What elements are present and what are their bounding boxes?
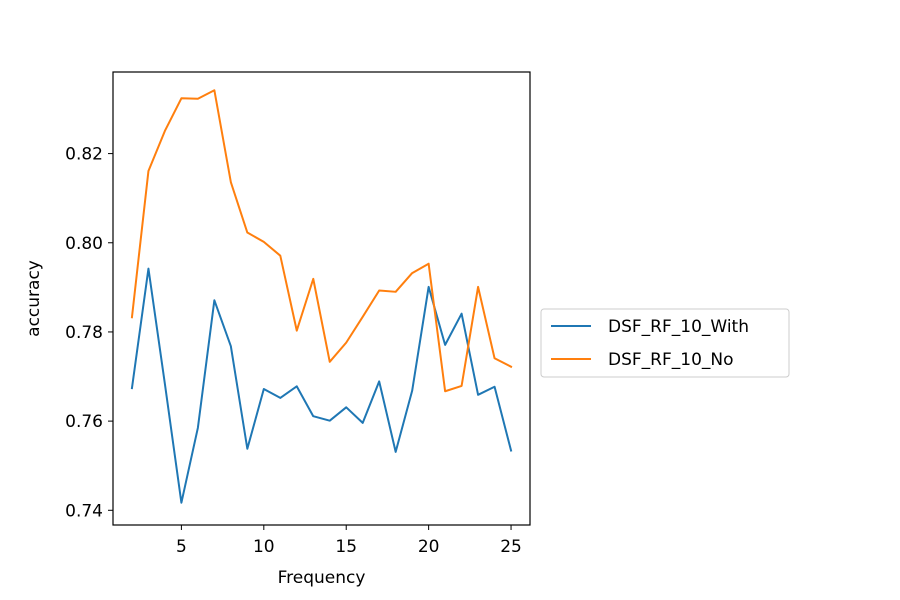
y-axis: 0.74 0.76 0.78 0.80 0.82 [65, 145, 113, 521]
legend-box [540, 308, 790, 378]
y-tick-label: 0.80 [65, 234, 103, 254]
plot-frame [112, 71, 531, 526]
series-line-2 [130, 89, 513, 393]
x-axis: 5 10 15 20 25 [176, 525, 522, 557]
y-tick-label: 0.82 [65, 145, 103, 165]
x-tick-label: 10 [253, 537, 275, 557]
series-line-1 [130, 267, 513, 504]
y-axis-title: accuracy [24, 260, 44, 337]
y-tick-label: 0.74 [65, 501, 103, 521]
legend-label: DSF_RF_10_With [608, 317, 749, 337]
x-tick-label: 15 [335, 537, 357, 557]
x-tick-label: 5 [176, 537, 187, 557]
y-tick-label: 0.78 [65, 323, 103, 343]
series-layer [130, 89, 513, 504]
x-tick-label: 25 [500, 537, 522, 557]
y-tick-label: 0.76 [65, 412, 103, 432]
legend-label: DSF_RF_10_No [608, 350, 734, 370]
x-axis-title: Frequency [278, 568, 366, 588]
x-tick-label: 20 [418, 537, 440, 557]
legend: DSF_RF_10_With DSF_RF_10_No [540, 308, 790, 378]
